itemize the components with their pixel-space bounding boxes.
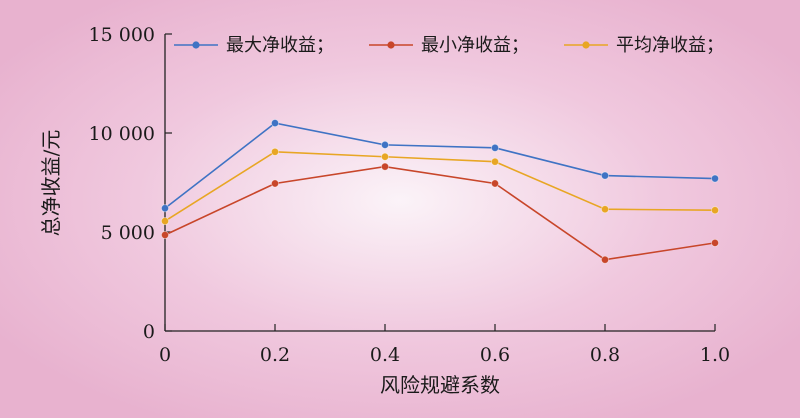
legend-item: 最大净收益；	[174, 35, 334, 56]
data-point	[490, 179, 499, 188]
data-point	[380, 140, 389, 149]
x-tick-label: 0	[159, 344, 171, 366]
data-point	[270, 119, 279, 128]
data-point	[601, 255, 610, 264]
data-point	[160, 230, 169, 239]
data-point	[160, 204, 169, 213]
legend-swatch-marker	[387, 41, 395, 49]
y-tick-label: 5 000	[101, 222, 155, 244]
data-point	[270, 147, 279, 156]
legend-item: 最小净收益；	[369, 35, 529, 56]
data-point	[490, 157, 499, 166]
y-ticks: 0 5 000 10 000 15 000	[89, 24, 172, 343]
x-tick-label: 0.6	[480, 344, 510, 366]
x-ticks: 0 0.2 0.4 0.6 0.8 1.0	[159, 324, 730, 366]
data-point	[160, 217, 169, 226]
data-point	[270, 179, 279, 188]
data-point	[711, 174, 720, 183]
y-tick-label: 15 000	[89, 24, 155, 46]
legend-label: 最小净收益；	[421, 35, 529, 56]
legend-swatch-marker	[582, 41, 590, 49]
series-line	[164, 165, 716, 261]
legend-item: 平均净收益；	[564, 35, 724, 56]
axes	[164, 34, 715, 332]
series-2	[160, 162, 720, 264]
y-axis-title: 总净收益/元	[39, 130, 63, 237]
data-point	[380, 162, 389, 171]
data-point	[380, 152, 389, 161]
data-point	[601, 205, 610, 214]
legend-label: 最大净收益；	[226, 35, 334, 56]
y-tick-label: 0	[143, 321, 155, 343]
series-3	[160, 147, 720, 226]
series-group	[160, 119, 720, 264]
series-line	[164, 150, 716, 222]
data-point	[490, 143, 499, 152]
data-point	[711, 206, 720, 215]
legend-label: 平均净收益；	[616, 35, 724, 56]
x-tick-label: 0.4	[370, 344, 400, 366]
series-line	[164, 122, 716, 209]
y-tick-label: 10 000	[89, 123, 155, 145]
data-point	[711, 238, 720, 247]
x-tick-label: 1.0	[700, 344, 730, 366]
x-tick-label: 0.2	[260, 344, 290, 366]
x-tick-label: 0.8	[590, 344, 620, 366]
data-point	[601, 171, 610, 180]
legend-swatch-marker	[192, 41, 200, 49]
x-axis-title: 风险规避系数	[380, 373, 500, 397]
legend: 最大净收益； 最小净收益； 平均净收益；	[174, 35, 724, 56]
series-1	[160, 119, 720, 213]
